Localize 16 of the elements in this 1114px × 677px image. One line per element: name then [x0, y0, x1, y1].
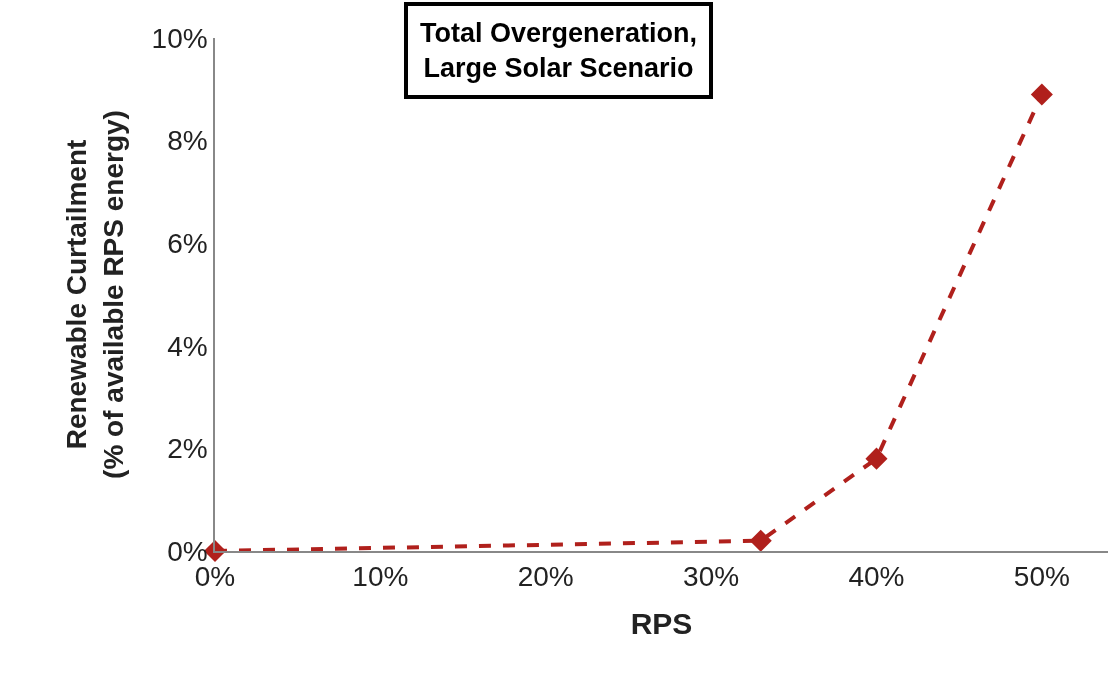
y-tick-label: 2% — [167, 433, 208, 465]
y-tick-label: 8% — [167, 125, 208, 157]
x-tick-label: 10% — [352, 561, 409, 593]
x-tick-label: 40% — [848, 561, 905, 593]
x-tick-label: 20% — [517, 561, 574, 593]
chart-title: Total Overgeneration, Large Solar Scenario — [420, 18, 698, 84]
y-tick-label: 6% — [167, 228, 208, 259]
x-tick-label: 50% — [1013, 561, 1070, 593]
y-axis-title: Renewable Curtailment (% of available RPS energy) — [61, 110, 129, 479]
point — [865, 447, 888, 470]
x-axis-title: RPS — [630, 607, 693, 641]
y-tick-label: 10% — [151, 22, 208, 54]
point — [749, 529, 772, 552]
x-tick-label: 30% — [683, 561, 740, 593]
point — [1030, 83, 1053, 106]
y-tick-label: 4% — [167, 330, 208, 362]
